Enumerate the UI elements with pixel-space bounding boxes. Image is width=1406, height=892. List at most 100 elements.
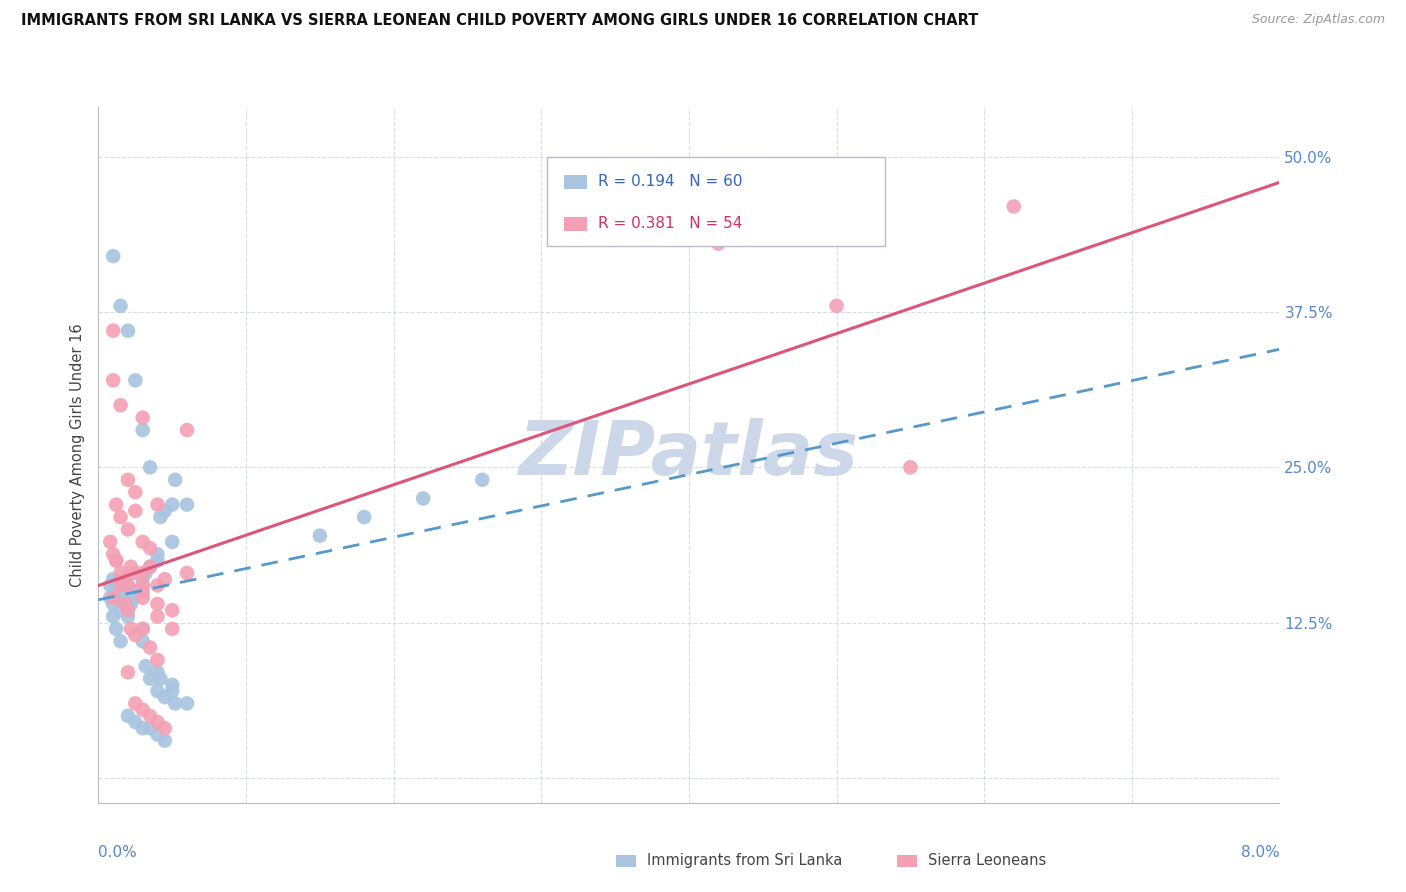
- Point: [110, 578, 132, 592]
- Point: [139, 559, 162, 574]
- Point: [110, 566, 132, 580]
- Point: [176, 423, 198, 437]
- Point: [153, 572, 176, 586]
- Point: [153, 721, 176, 735]
- Point: [146, 547, 169, 561]
- Point: [114, 597, 136, 611]
- Point: [162, 622, 183, 636]
- Point: [900, 460, 922, 475]
- Point: [153, 733, 176, 747]
- Text: Immigrants from Sri Lanka: Immigrants from Sri Lanka: [647, 854, 842, 868]
- Point: [353, 510, 375, 524]
- Text: ZIPatlas: ZIPatlas: [519, 418, 859, 491]
- Text: 8.0%: 8.0%: [1240, 845, 1279, 860]
- Point: [124, 628, 146, 642]
- Point: [132, 634, 155, 648]
- Point: [124, 504, 146, 518]
- Point: [132, 703, 155, 717]
- Point: [110, 299, 132, 313]
- Point: [124, 584, 146, 599]
- Point: [117, 473, 139, 487]
- Point: [124, 584, 146, 599]
- Point: [135, 659, 157, 673]
- Point: [105, 553, 128, 567]
- Point: [139, 541, 162, 555]
- Point: [120, 622, 142, 636]
- Point: [110, 634, 132, 648]
- Point: [132, 566, 155, 580]
- Point: [124, 373, 146, 387]
- Point: [132, 591, 155, 605]
- Point: [120, 597, 142, 611]
- Point: [153, 690, 176, 705]
- Point: [117, 708, 139, 723]
- Point: [135, 566, 157, 580]
- Text: R = 0.194   N = 60: R = 0.194 N = 60: [598, 175, 742, 189]
- Point: [149, 510, 172, 524]
- Point: [105, 591, 128, 605]
- Point: [139, 640, 162, 655]
- Point: [139, 672, 162, 686]
- Point: [471, 473, 494, 487]
- Point: [139, 708, 162, 723]
- Point: [165, 473, 187, 487]
- Point: [139, 460, 162, 475]
- Point: [110, 398, 132, 412]
- Point: [105, 498, 128, 512]
- Point: [124, 566, 146, 580]
- Point: [103, 572, 125, 586]
- Point: [117, 603, 139, 617]
- Point: [103, 249, 125, 263]
- Point: [146, 597, 169, 611]
- Point: [146, 665, 169, 680]
- Point: [132, 423, 155, 437]
- Point: [124, 714, 146, 729]
- Point: [110, 584, 132, 599]
- Point: [146, 653, 169, 667]
- Point: [146, 498, 169, 512]
- Point: [132, 410, 155, 425]
- Point: [114, 591, 136, 605]
- Point: [146, 684, 169, 698]
- Point: [105, 553, 128, 567]
- Point: [98, 578, 121, 592]
- Point: [105, 578, 128, 592]
- Point: [412, 491, 434, 506]
- Point: [176, 566, 198, 580]
- Point: [117, 578, 139, 592]
- Point: [120, 559, 142, 574]
- Point: [176, 498, 198, 512]
- Point: [162, 534, 183, 549]
- Y-axis label: Child Poverty Among Girls Under 16: Child Poverty Among Girls Under 16: [70, 323, 86, 587]
- Point: [117, 597, 139, 611]
- Point: [132, 534, 155, 549]
- Point: [103, 547, 125, 561]
- Point: [132, 584, 155, 599]
- Point: [117, 609, 139, 624]
- Point: [132, 578, 155, 592]
- Point: [103, 324, 125, 338]
- Point: [132, 578, 155, 592]
- Point: [308, 529, 332, 543]
- Point: [825, 299, 848, 313]
- Point: [162, 498, 183, 512]
- Point: [117, 665, 139, 680]
- Point: [146, 553, 169, 567]
- Point: [114, 572, 136, 586]
- Point: [132, 622, 155, 636]
- Point: [124, 485, 146, 500]
- Point: [120, 591, 142, 605]
- Point: [146, 714, 169, 729]
- Point: [153, 504, 176, 518]
- Point: [105, 622, 128, 636]
- Text: Sierra Leoneans: Sierra Leoneans: [928, 854, 1046, 868]
- Point: [98, 591, 121, 605]
- Point: [103, 597, 125, 611]
- Point: [162, 684, 183, 698]
- Point: [1002, 199, 1025, 213]
- Point: [146, 578, 169, 592]
- Point: [132, 721, 155, 735]
- Point: [139, 721, 162, 735]
- Point: [114, 597, 136, 611]
- Text: Source: ZipAtlas.com: Source: ZipAtlas.com: [1251, 13, 1385, 27]
